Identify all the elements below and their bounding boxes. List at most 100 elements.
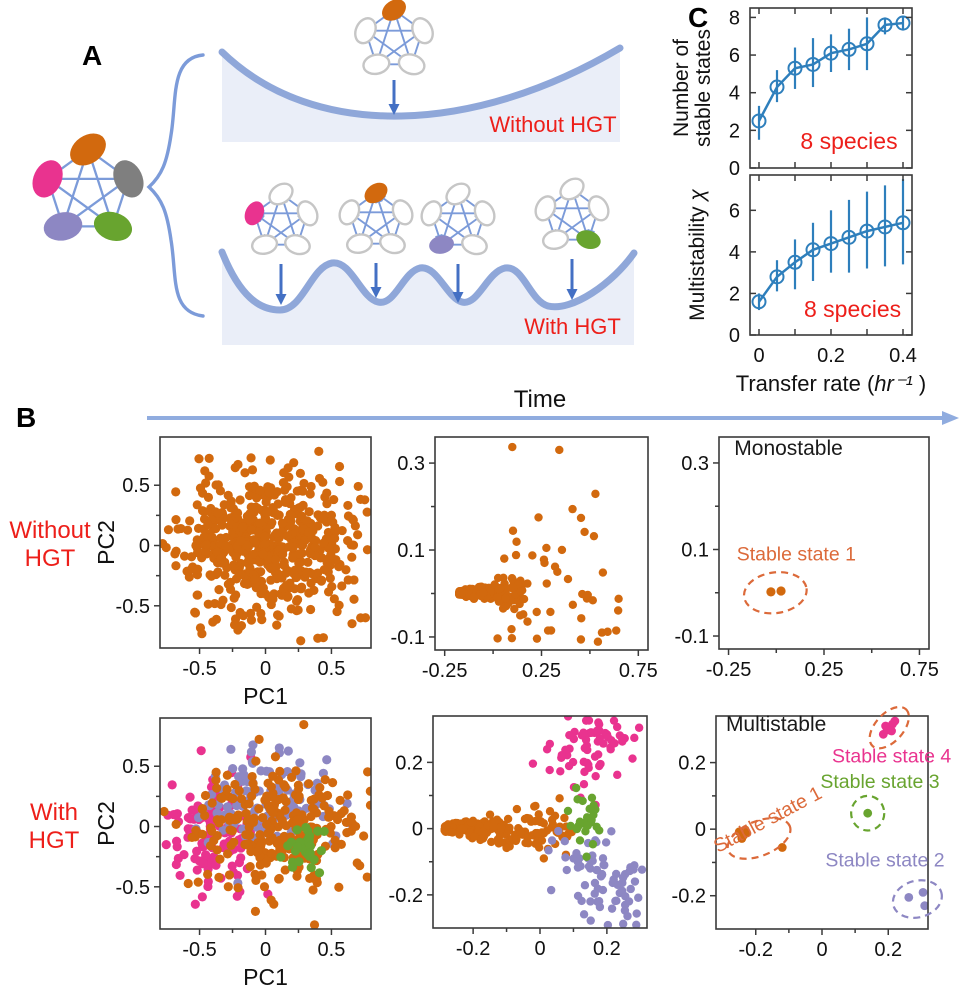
scatter-dot xyxy=(259,882,270,892)
species-oval-bottom_right xyxy=(93,211,133,241)
scatter-dot xyxy=(334,461,345,472)
y-axis-label-line2: stable states xyxy=(692,29,715,147)
data-point-marker xyxy=(751,294,767,310)
scatter-dot xyxy=(231,552,241,562)
scatter-dot xyxy=(306,811,316,822)
scatter-dot xyxy=(292,842,302,852)
scatter-dot xyxy=(244,799,254,809)
scatter-dot xyxy=(280,495,291,505)
scatter-dot xyxy=(192,535,202,545)
scatter-dot xyxy=(546,607,555,617)
y-tick-label: -0.2 xyxy=(389,885,423,907)
scatter-dot xyxy=(196,746,206,756)
scatter-dot xyxy=(305,489,315,499)
scatter-dot xyxy=(581,827,590,836)
scatter-dot xyxy=(571,783,581,793)
scatter-dot xyxy=(306,795,316,805)
x-tick-label: -0.25 xyxy=(422,660,468,682)
scatter-dot xyxy=(255,830,265,840)
scatter-dot xyxy=(258,583,268,593)
scatter-dot xyxy=(457,824,467,833)
species-oval-left xyxy=(244,201,265,226)
data-point-marker xyxy=(787,254,803,270)
with-hgt-landscape xyxy=(218,248,638,345)
scatter-dot xyxy=(284,472,294,482)
scatter-dot xyxy=(272,620,282,630)
scatter-dot xyxy=(588,596,597,605)
scatter-dot xyxy=(235,495,245,505)
data-point-marker xyxy=(877,219,893,235)
scatter-dot xyxy=(236,794,247,804)
inhibition-edge xyxy=(115,189,126,216)
scatter-dot xyxy=(267,848,277,858)
inhibition-edge xyxy=(377,201,391,236)
scatter-dot xyxy=(632,909,641,918)
scatter-dot xyxy=(206,823,216,833)
inhibition-edge xyxy=(65,160,86,216)
x-tick-label: -0.5 xyxy=(182,658,216,680)
scatter-dot xyxy=(330,533,340,544)
scatter-dot xyxy=(294,857,304,867)
scatter-dot xyxy=(161,542,171,553)
scatter-dot xyxy=(630,877,640,886)
scatter-dot xyxy=(512,804,522,814)
scatter-dot xyxy=(494,584,504,594)
scatter-dot xyxy=(224,870,235,880)
scatter-dot xyxy=(203,599,213,609)
species-oval-bottom_right xyxy=(284,234,311,256)
scatter-dot xyxy=(292,871,302,881)
c_bot-plot: 0 0.2 0.4 0 2 4 6 Transfer rate (hr⁻¹ ) Multista… xyxy=(686,174,926,396)
inhibition-edge xyxy=(256,221,263,237)
scatter-dot xyxy=(223,882,233,892)
scatter-dot xyxy=(334,882,344,892)
scatter-dot xyxy=(213,567,223,577)
inhibition-edge xyxy=(271,217,301,241)
scatter-dot xyxy=(238,522,248,532)
scatter-dot xyxy=(226,503,236,513)
valley-curve xyxy=(218,44,624,120)
scatter-dot xyxy=(246,846,256,857)
scatter-dot xyxy=(316,575,327,585)
scatter-dot xyxy=(590,889,599,898)
scatter-dot xyxy=(556,767,565,776)
plot-title: Monostable xyxy=(734,437,843,460)
scatter-dot xyxy=(278,793,288,803)
inhibition-edge xyxy=(443,202,457,237)
scatter-dot xyxy=(493,593,502,602)
scatter-dot xyxy=(613,606,623,615)
x-tick-label: 0.5 xyxy=(318,658,346,680)
scatter-dot xyxy=(555,445,564,455)
species-oval-right xyxy=(587,195,610,222)
scatter-dot xyxy=(545,765,554,775)
species-oval-top xyxy=(268,182,294,206)
scatter-dot xyxy=(589,531,599,541)
inhibition-edge xyxy=(261,217,291,241)
scatter-dot xyxy=(256,608,266,619)
without-hgt-network xyxy=(354,0,434,76)
scatter-dot xyxy=(332,606,342,617)
scatter-dot xyxy=(160,806,169,817)
scatter-dot xyxy=(266,575,276,585)
scatter-dot xyxy=(890,716,900,726)
with-hgt-network-3 xyxy=(420,182,496,256)
scatter-dot xyxy=(327,778,338,788)
species-oval-bottom_left xyxy=(43,212,83,241)
scatter-dot xyxy=(295,468,305,478)
scatter-dot xyxy=(308,885,318,895)
inhibition-edge xyxy=(366,216,396,240)
species-oval-top xyxy=(364,182,388,204)
scatter-dot xyxy=(264,488,275,498)
x-tick-label: 0 xyxy=(816,939,827,961)
scatter-dot xyxy=(239,770,249,780)
scatter-dot xyxy=(534,513,543,522)
scatter-dot xyxy=(245,861,255,872)
inhibition-edge xyxy=(56,184,104,221)
scatter-dot xyxy=(299,478,309,489)
species-oval-left xyxy=(420,200,443,227)
scatter-dot xyxy=(305,548,315,559)
scatter-dot xyxy=(544,846,553,855)
y-tick-label: 0.2 xyxy=(678,753,706,775)
scatter-dot xyxy=(275,766,285,776)
b1-plot: -0.5 0 0.5 0.5 0 -0.5 PC1 PC2 xyxy=(93,436,372,709)
